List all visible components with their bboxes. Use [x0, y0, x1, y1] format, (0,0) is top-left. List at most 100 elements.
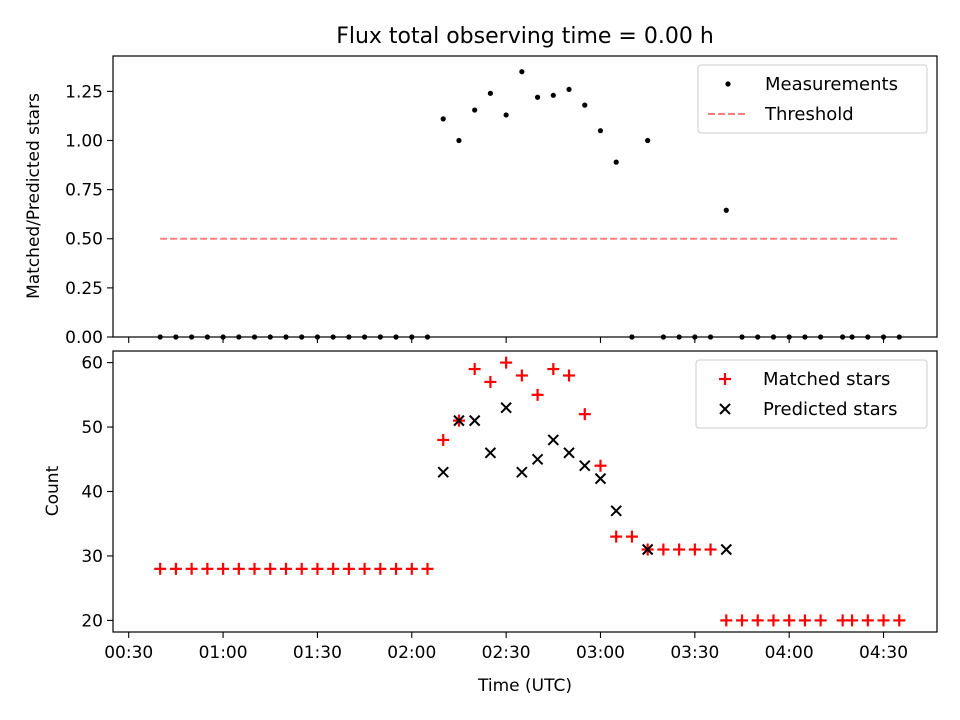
matched-stars-point: [500, 356, 513, 369]
predicted-stars-point: [594, 472, 607, 485]
predicted-stars-point-b: [641, 543, 654, 556]
matched-stars-point: [657, 543, 670, 556]
matched-stars-point: [578, 408, 591, 421]
matched-stars-point: [673, 543, 686, 556]
measurement-point: [597, 128, 604, 134]
bottom-x-tick-label: 02:00: [387, 643, 436, 663]
matched-stars-point: [531, 388, 544, 401]
predicted-stars-point: [720, 543, 732, 556]
predicted-stars-point-b: [579, 460, 591, 472]
bottom-axes-frame: [112, 350, 938, 633]
bottom-panel: 20 30 40 50 60 00:30 01:00 01:30 02:00 02:30 03:00…: [43, 350, 938, 696]
top-axes-ticks: 0.00 0.25 0.50 0.75 1.00 1.25: [65, 82, 885, 348]
matched-stars-point: [327, 562, 340, 575]
matched-stars-point: [484, 375, 497, 388]
predicted-stars-point-b: [594, 472, 607, 485]
chart-title: Flux total observing time = 0.00 h: [336, 24, 714, 49]
bottom-y-tick-label: 40: [81, 483, 103, 503]
measurement-point: [645, 137, 651, 144]
predicted-stars-point: [563, 447, 575, 459]
measurement-point: [487, 90, 494, 96]
matched-stars-legend-marker: [719, 373, 731, 385]
matched-stars-point: [736, 614, 749, 627]
bottom-x-tick-label: 04:00: [765, 643, 814, 663]
bottom-legend-box: [695, 359, 928, 429]
bottom-x-tick-label: 03:30: [670, 643, 719, 663]
matched-stars-point: [783, 614, 796, 627]
bottom-legend: Matched stars Predicted stars: [695, 359, 928, 429]
bottom-y-axis-label: Count: [43, 465, 63, 516]
bottom-x-tick-label: 04:30: [859, 643, 908, 663]
measurement-point: [472, 107, 478, 113]
matched-stars-point: [279, 562, 292, 575]
measurement-point: [566, 86, 572, 93]
matched-stars-point: [547, 363, 560, 376]
measurement-point: [534, 94, 541, 100]
top-y-tick-label: 0.25: [65, 279, 103, 299]
top-legend: Measurements Threshold: [697, 64, 928, 134]
matched-stars-point: [515, 369, 528, 382]
top-y-tick-label: 1.25: [65, 82, 103, 102]
threshold-legend-label: Threshold: [764, 104, 854, 125]
predicted-stars-point-b: [610, 505, 622, 517]
bottom-x-tick-label: 03:00: [576, 643, 625, 663]
bottom-y-tick-label: 20: [81, 611, 103, 631]
measurements-legend-label: Measurements: [765, 74, 898, 95]
measurement-point: [723, 207, 729, 213]
predicted-stars-point: [547, 434, 560, 446]
matched-stars-point: [232, 562, 245, 575]
predicted-stars-point: [641, 543, 654, 556]
matched-stars-point: [217, 562, 230, 575]
matched-stars-point: [405, 562, 418, 575]
top-axes-frame: [112, 55, 938, 338]
matched-stars-point: [169, 562, 182, 575]
matched-stars-point: [861, 614, 874, 627]
measurement-point: [440, 116, 446, 122]
matched-stars-point: [594, 459, 607, 472]
matched-stars-point: [893, 614, 906, 627]
matched-stars-point: [720, 614, 733, 627]
matched-stars-point: [625, 530, 638, 543]
measurement-point: [456, 137, 462, 144]
predicted-stars-point: [437, 466, 449, 478]
top-legend-box: [697, 64, 928, 134]
predicted-stars-point-b: [437, 466, 449, 478]
bottom-axes-ticks: 20 30 40 50 60 00:30 01:00 01:30 02:00 02:30 03:00…: [81, 354, 908, 663]
predicted-stars-point: [531, 453, 544, 465]
matched-stars-point: [798, 614, 811, 627]
matched-stars-point: [358, 562, 371, 575]
top-panel: 0.00 0.25 0.50 0.75 1.00 1.25 Matched/Predict…: [24, 55, 938, 348]
predicted-stars-point: [453, 414, 465, 427]
top-y-axis-label: Matched/Predicted stars: [24, 93, 44, 299]
matched-stars-point: [563, 369, 576, 382]
bottom-x-tick-label: 02:30: [482, 643, 531, 663]
predicted-stars-point-b: [531, 453, 544, 465]
matched-stars-point: [295, 562, 308, 575]
predicted-stars-point: [468, 414, 481, 427]
predicted-stars-legend-marker: [719, 403, 731, 415]
matched-stars-point: [437, 433, 450, 446]
predicted-stars-point: [500, 402, 512, 414]
matched-stars-point: [374, 562, 387, 575]
top-y-tick-label: 0.75: [65, 181, 103, 201]
matched-stars-point: [154, 562, 167, 575]
matched-stars-point: [185, 562, 198, 575]
matched-stars-point: [201, 562, 214, 575]
predicted-stars-point: [484, 447, 497, 459]
matched-stars-point: [248, 562, 261, 575]
predicted-stars-legend-label: Predicted stars: [763, 399, 897, 420]
predicted-stars-point-b: [484, 447, 497, 459]
predicted-stars-point-b: [563, 447, 575, 459]
matched-stars-point: [421, 562, 434, 575]
matched-stars-point: [704, 543, 717, 556]
measurement-point: [613, 159, 619, 165]
matched-stars-point: [468, 363, 481, 376]
bottom-plot-area: [154, 356, 906, 627]
predicted-stars-point: [610, 505, 622, 517]
measurement-point: [519, 69, 525, 75]
predicted-stars-point-b: [547, 434, 560, 446]
matched-stars-point: [846, 614, 859, 627]
top-y-tick-label: 0.50: [65, 230, 103, 250]
measurement-point: [550, 92, 556, 98]
